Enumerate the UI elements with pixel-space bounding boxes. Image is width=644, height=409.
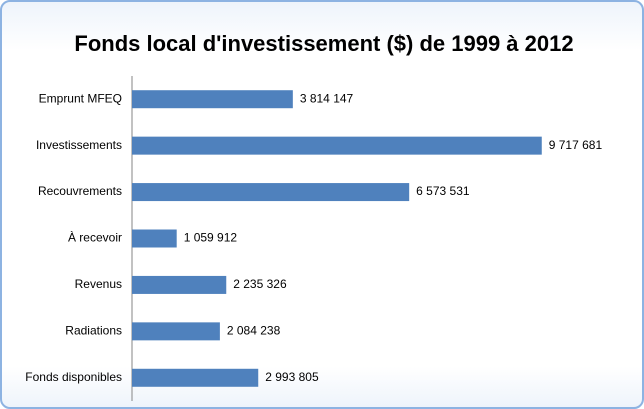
chart-title: Fonds local d'investissement ($) de 1999… [74, 31, 573, 56]
bar [132, 275, 227, 294]
data-label: 9 717 681 [549, 138, 603, 152]
data-label: 2 084 238 [227, 324, 281, 338]
y-tick-label: Revenus [75, 277, 122, 291]
data-label: 6 573 531 [416, 184, 470, 198]
data-label: 3 814 147 [300, 91, 354, 105]
y-tick-label: À recevoir [68, 230, 122, 245]
bar [132, 136, 542, 155]
y-tick-label: Recouvrements [38, 184, 122, 198]
bar [132, 368, 259, 387]
data-label: 2 235 326 [233, 277, 287, 291]
y-tick-label: Emprunt MFEQ [39, 91, 122, 105]
bar [132, 90, 293, 109]
data-label: 2 993 805 [265, 370, 319, 384]
bar [132, 322, 220, 341]
y-tick-label: Investissements [36, 138, 122, 152]
y-tick-label: Fonds disponibles [25, 370, 122, 384]
y-tick-label: Radiations [65, 324, 122, 338]
data-label: 1 059 912 [184, 231, 238, 245]
bar [132, 183, 410, 202]
bar [132, 229, 177, 248]
